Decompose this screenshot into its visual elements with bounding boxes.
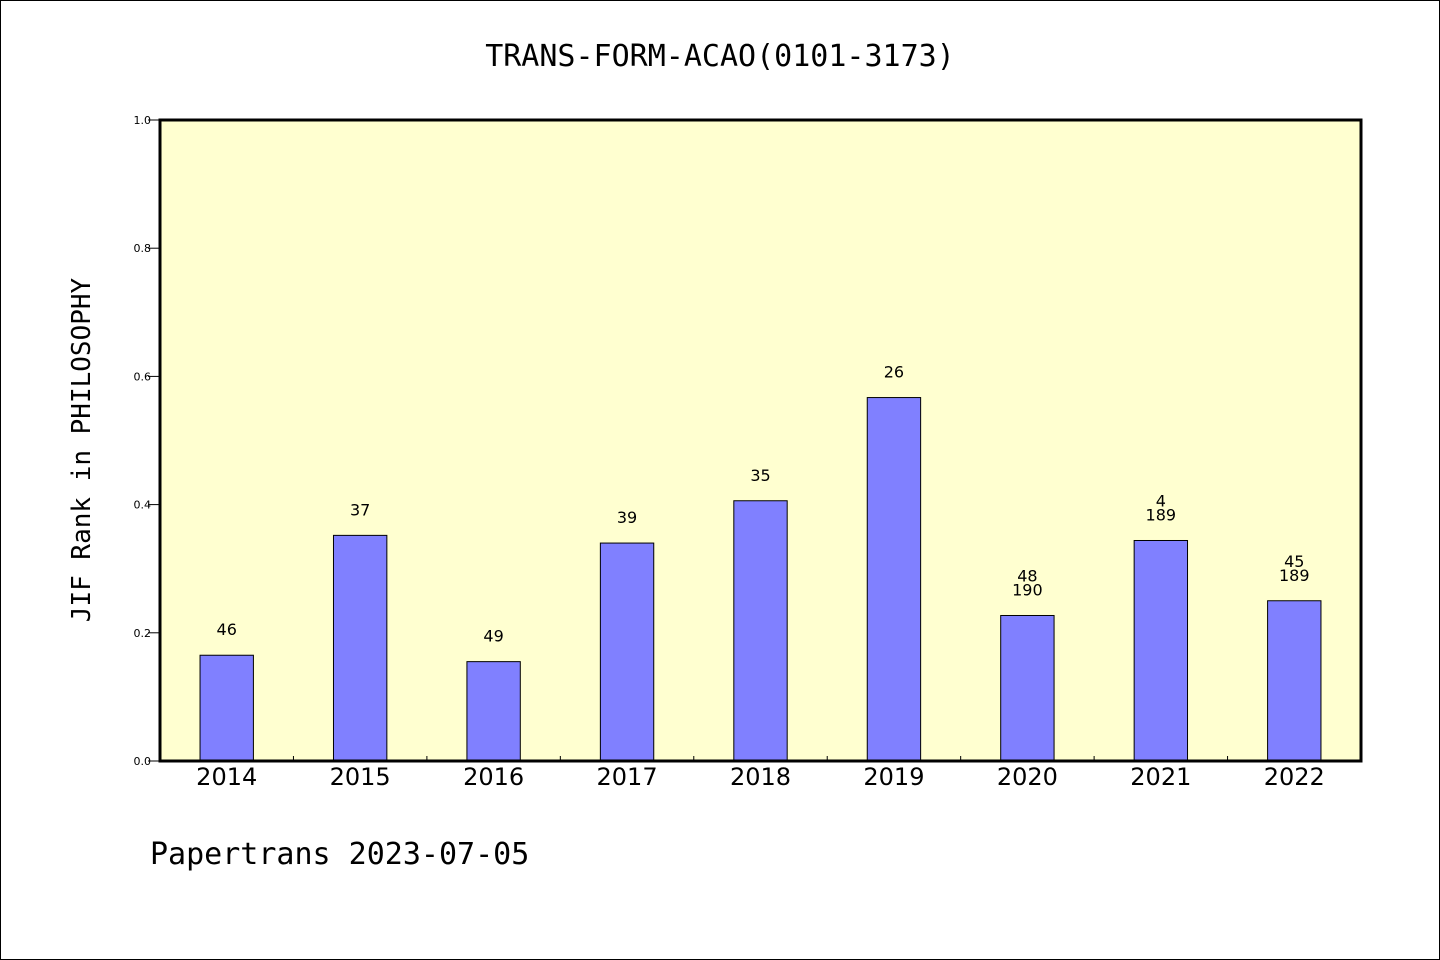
y-axis-label: JIF Rank in PHILOSOPHY [67, 277, 97, 622]
bar-2014 [199, 654, 254, 762]
x-tick-label-2015: 2015 [330, 763, 391, 791]
bar-label-2020-2: 190 [1012, 580, 1043, 599]
bar-2018 [733, 500, 788, 762]
bar-label-2022-1: 45 [1284, 552, 1304, 571]
bar-label-2021-2: 189 [1146, 505, 1177, 524]
bar-2015 [332, 534, 388, 762]
bar-label-2022-2: 189 [1279, 566, 1310, 585]
bar-2019 [866, 397, 922, 762]
bars-group [199, 397, 1322, 762]
bar-label-2014: 46 [217, 620, 237, 639]
ticks-group: 0.0 0.2 0.4 0.6 0.8 1.0 2014 2015 2016 2017 2018 20… [134, 114, 1325, 791]
y-tick-label: 0.6 [134, 370, 152, 383]
y-tick-label: 0.0 [134, 755, 152, 768]
y-tick-label: 1.0 [134, 114, 152, 127]
plot-border [158, 118, 1363, 763]
bar-label-2021-1: 4 [1156, 491, 1166, 510]
bar-label-2020-1: 48 [1017, 566, 1037, 585]
chart-title: TRANS-FORM-ACAO(0101-3173) [485, 39, 955, 74]
x-tick-label-2018: 2018 [730, 763, 791, 791]
y-tick-label: 0.8 [134, 242, 152, 255]
y-tick-label: 0.4 [134, 499, 152, 512]
bar-label-2019: 26 [884, 363, 904, 382]
footer-text: Papertrans 2023-07-05 [150, 837, 529, 872]
bar-2022 [1267, 600, 1322, 762]
bar-label-2015: 37 [350, 500, 370, 519]
bar-label-2016: 49 [483, 627, 503, 646]
x-tick-label-2021: 2021 [1130, 763, 1191, 791]
x-tick-label-2017: 2017 [597, 763, 658, 791]
bar-2017 [599, 542, 655, 762]
bar-2016 [466, 661, 521, 762]
x-tick-label-2014: 2014 [196, 763, 257, 791]
bar-2020 [1000, 614, 1055, 762]
y-tick-label: 0.2 [134, 627, 152, 640]
bar-label-2017: 39 [617, 508, 637, 527]
x-tick-label-2022: 2022 [1264, 763, 1325, 791]
bar-2021 [1133, 539, 1189, 762]
bar-label-2018: 35 [750, 466, 770, 485]
x-tick-label-2019: 2019 [863, 763, 924, 791]
x-tick-label-2020: 2020 [997, 763, 1058, 791]
x-tick-label-2016: 2016 [463, 763, 524, 791]
